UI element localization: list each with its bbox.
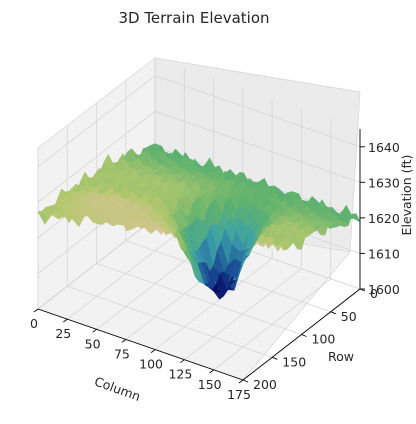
grid-line-y [96,263,302,335]
grid-line-z-left [37,75,156,168]
x-tick-label: 100 [139,357,163,372]
y-tick-label: 50 [341,309,357,324]
y-tick-label: 200 [253,377,277,392]
x-tick-label: 0 [30,316,38,331]
z-tick-label: 1600 [368,282,400,297]
y-tick-mark [301,334,307,337]
x-tick-label: 150 [198,377,222,392]
y-tick-label: 100 [312,332,336,347]
x-tick-label: 125 [168,367,192,382]
tick-labels: 0 25 50 75 100 125 150 175 0 50 100 150 200 1600 1610 1… [30,140,400,402]
x-tick-mark [33,308,39,313]
z-axis-label: Elevation (ft) [399,155,414,236]
z-tick-label: 1620 [368,211,400,226]
y-axis-label: Row [328,349,354,364]
x-tick-mark [92,328,97,333]
grid-line-z-left [37,110,156,203]
chart-title: 3D Terrain Elevation [118,9,269,27]
x-tick-mark [238,379,244,384]
x-tick-mark [180,359,185,364]
z-tick-label: 1610 [368,246,400,261]
terrain-surface [37,143,361,300]
x-tick-mark [150,349,156,353]
y-tick-mark [330,311,336,315]
y-tick-label: 0 [370,286,378,301]
x-tick-label: 25 [55,326,71,341]
x-axis-label: Column [92,374,142,404]
y-tick-mark [242,379,249,383]
z-tick-label: 1630 [368,175,400,190]
grid-line-z-left [37,217,156,310]
x-tick-label: 75 [114,346,130,361]
x-tick-mark [63,318,68,323]
x-tick-label: 50 [85,336,101,351]
x-tick-label: 175 [227,387,251,402]
x-axis-line [37,308,244,381]
grid-line-y [67,285,273,358]
z-tick-label: 1640 [368,140,400,155]
grid-line-z-right [154,110,361,183]
y-tick-label: 150 [282,354,306,369]
x-tick-mark [209,369,214,374]
surface-facet [349,213,361,223]
x-tick-mark [121,339,127,343]
grid-line-z-right [154,75,361,148]
y-tick-mark [272,356,278,360]
